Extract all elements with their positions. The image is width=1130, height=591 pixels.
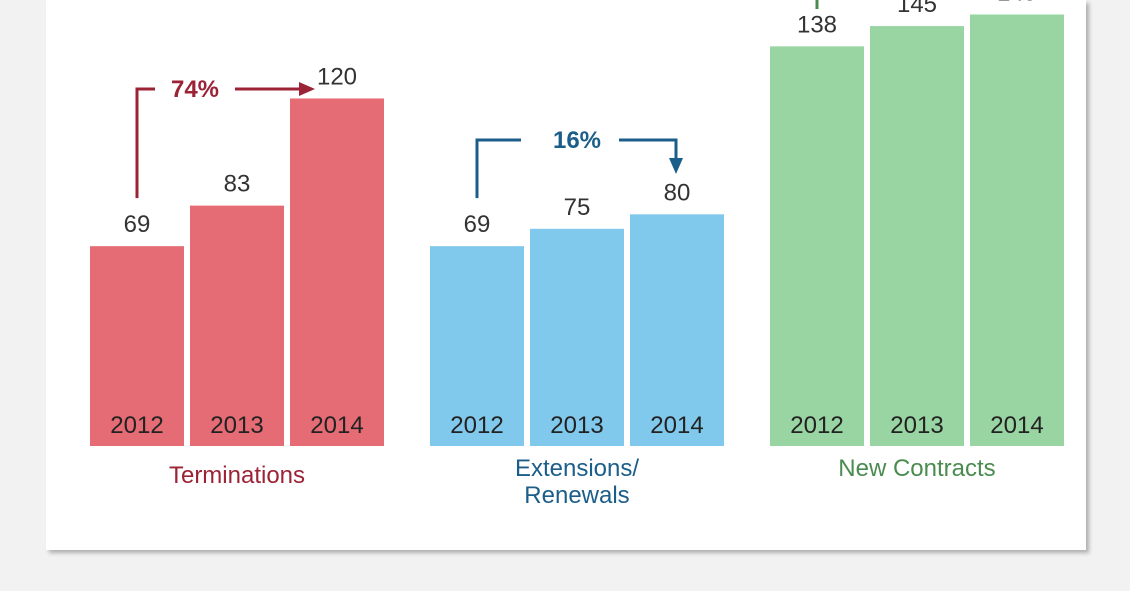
year-label: 2012 [790,412,843,439]
bar [430,246,524,446]
value-label: 80 [664,179,691,206]
year-label: 2013 [210,412,263,439]
change-percent-label: 16% [553,127,601,154]
value-label: 83 [224,171,251,198]
change-bracket [619,138,678,160]
year-label: 2014 [310,412,363,439]
change-bracket [135,87,155,199]
group-label: Terminations [169,462,305,489]
year-label: 2013 [550,412,603,439]
value-label: 138 [797,11,837,38]
group-label: New Contracts [838,455,995,482]
value-label: 145 [897,0,937,18]
year-label: 2012 [110,412,163,439]
value-label: 75 [564,194,591,221]
change-arrowhead [669,158,683,174]
bar [190,205,284,446]
change-bracket [475,138,521,199]
year-label: 2014 [990,412,1043,439]
year-label: 2012 [450,412,503,439]
value-label: 120 [317,63,357,90]
value-label: 69 [464,211,491,238]
bar [770,46,864,447]
group-label: Extensions/ [515,455,639,482]
value-label: 149 [997,0,1037,6]
value-label: 69 [124,211,151,238]
bar [290,98,384,446]
year-label: 2014 [650,412,703,439]
bar-chart: 6920128320131202014Terminations74%692012… [90,0,1064,509]
change-arrowhead [299,82,315,96]
change-percent-label: 74% [171,76,219,103]
chart-card: 69 2012 83 2013 120 2014 Terminations 74% 69 2012… [46,0,1086,550]
bar [870,26,964,446]
bar [970,14,1064,446]
bar [90,246,184,446]
bar [630,214,724,446]
group-label: Renewals [524,482,629,509]
bar [530,228,624,446]
year-label: 2013 [890,412,943,439]
